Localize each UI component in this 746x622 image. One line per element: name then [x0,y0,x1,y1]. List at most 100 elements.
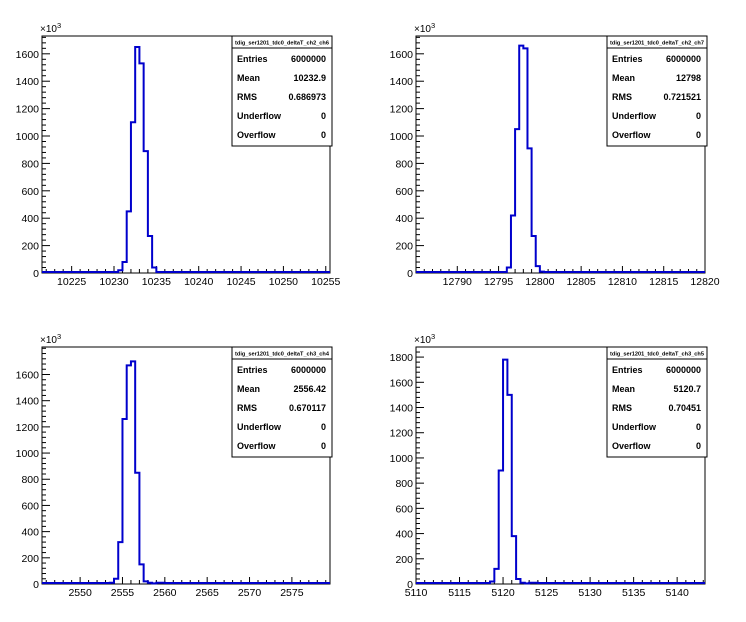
histogram-bin [135,473,139,584]
x-tick-label: 5135 [622,587,646,599]
histogram-line [42,45,330,273]
stats-label: Overflow [237,130,277,140]
histogram-bin [148,236,152,273]
stats-label: Underflow [237,111,282,121]
x-tick-label: 2565 [195,587,219,599]
y-tick-label: 400 [21,213,39,225]
y-tick-label: 1000 [390,453,414,465]
histogram-bin [523,48,527,273]
stats-label: Overflow [237,441,277,451]
stats-label: Underflow [612,422,657,432]
stats-value: 0 [321,111,326,121]
y-tick-label: 800 [395,158,413,170]
x-tick-label: 5110 [405,587,428,599]
y-multiplier-exponent: 3 [57,332,61,341]
y-tick-label: 1000 [16,448,40,460]
histogram-bin [519,46,523,273]
y-tick-label: 1200 [390,428,414,440]
stats-value: 6000000 [291,54,326,64]
histogram-bin [527,148,531,273]
stats-value: 10232.9 [293,73,326,83]
y-axis-multiplier: ×103 [40,332,61,346]
y-tick-label: 600 [395,186,413,198]
y-tick-label: 1600 [16,49,40,61]
histogram-bin [156,583,160,584]
stats-label: Entries [237,365,268,375]
histogram-bin [144,581,148,584]
stats-label: Mean [237,73,260,83]
stats-value: 0.686973 [288,92,326,102]
stats-label: Mean [612,384,635,394]
y-tick-label: 400 [21,527,39,539]
y-tick-label: 1400 [390,76,414,88]
histogram-title: tdig_ser1201_tdc0_deltaT_ch3_ch5 [610,352,704,358]
stats-value: 0 [696,111,701,121]
x-tick-label: 12810 [608,276,637,288]
histogram-bin [152,583,156,584]
stats-label: Entries [612,54,643,64]
histogram-bin [131,361,135,584]
stats-value: 0 [321,130,326,140]
histogram-bin [131,122,135,273]
histogram-bin [516,579,520,584]
histogram-bin [148,583,152,584]
stats-label: RMS [612,403,632,413]
y-tick-label: 1400 [16,396,40,408]
histogram-bin [515,129,519,273]
stats-value: 0.721521 [663,92,701,102]
histogram-bin [532,236,536,273]
x-tick-label: 10250 [269,276,298,288]
stats-label: Mean [612,73,635,83]
stats-value: 6000000 [291,365,326,375]
y-tick-label: 200 [395,241,413,253]
x-tick-label: 12800 [525,276,554,288]
histogram-bin [507,268,511,273]
stats-value: 0 [321,422,326,432]
x-tick-label: 12790 [443,276,472,288]
histogram-bin [536,266,540,273]
x-tick-label: 12815 [649,276,678,288]
histogram-title: tdig_ser1201_tdc0_deltaT_ch3_ch4 [235,352,330,358]
stats-box [606,35,708,147]
stats-label: Overflow [612,130,652,140]
stats-label: Overflow [612,441,652,451]
histogram-panel-4: 5110 5115 5120 5125 5130 5135 5140 0 200 400 600 80… [390,332,708,599]
histogram-bin [114,579,118,584]
x-tick-label: 2570 [238,587,262,599]
stats-value: 6000000 [666,365,701,375]
x-tick-label: 2575 [280,587,304,599]
stats-label: RMS [237,92,257,102]
y-tick-label: 800 [395,478,413,490]
y-tick-label: 600 [21,186,39,198]
y-multiplier-base: 10 [46,335,58,346]
x-tick-label: 5120 [491,587,515,599]
histogram-bin [139,63,143,273]
y-tick-label: 200 [21,553,39,565]
histogram-bin [110,583,114,584]
y-multiplier-times: × [414,335,420,346]
y-tick-label: 1600 [390,49,414,61]
histogram-bin [139,564,143,584]
x-tick-label: 10225 [57,276,86,288]
y-tick-label: 600 [21,500,39,512]
x-tick-label: 10230 [99,276,128,288]
y-multiplier-times: × [414,24,420,35]
stats-value: 0.70451 [668,403,701,413]
y-multiplier-base: 10 [420,24,432,35]
stats-box [606,346,708,458]
histogram-panel-2: 12790 12795 12800 12805 12810 12815 12820 0 200 4… [390,21,720,288]
x-tick-label: 2550 [68,587,92,599]
x-tick-label: 10255 [311,276,340,288]
y-multiplier-exponent: 3 [431,332,435,341]
stats-label: RMS [612,92,632,102]
x-tick-label: 2560 [153,587,177,599]
y-tick-label: 200 [21,241,39,253]
y-axis-multiplier: ×103 [414,21,435,35]
histogram-bin [534,583,538,584]
histogram-bin [144,151,148,273]
y-tick-label: 1400 [16,76,40,88]
histogram-bin [127,211,131,273]
y-tick-label: 1200 [390,104,414,116]
y-tick-label: 800 [21,474,39,486]
